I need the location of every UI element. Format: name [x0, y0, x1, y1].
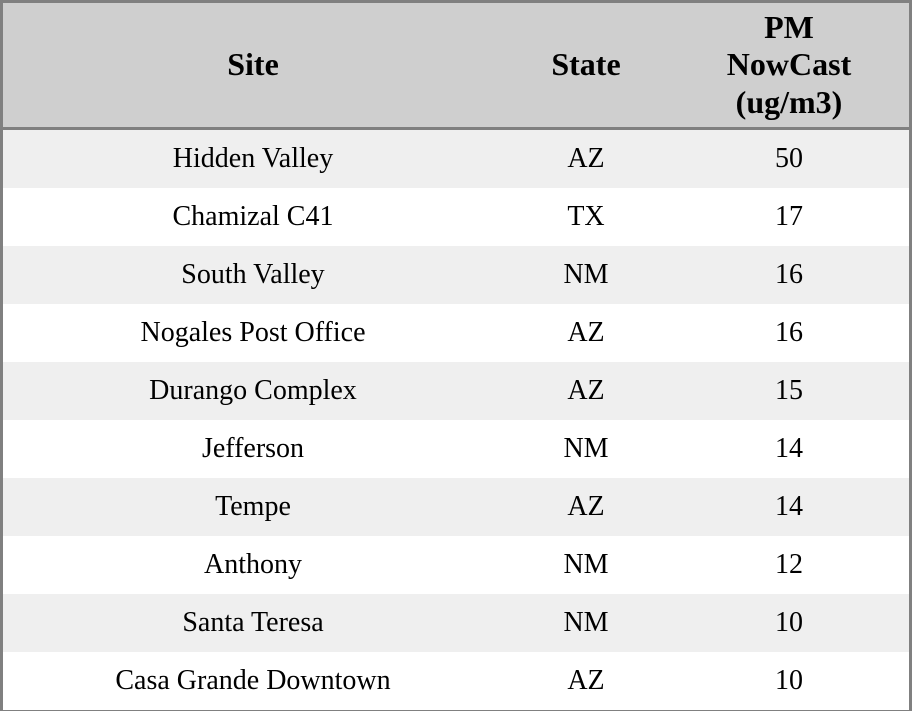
pm-nowcast-table: Site State PM NowCast (ug/m3) Hidden Val… [3, 3, 909, 710]
table-row: Chamizal C41 TX 17 [3, 188, 909, 246]
cell-site: Chamizal C41 [3, 188, 503, 246]
cell-pm-nowcast: 16 [669, 304, 909, 362]
column-header-pm-nowcast-line2: NowCast [726, 46, 852, 83]
column-header-pm-nowcast-line3: (ug/m3) [735, 83, 843, 120]
table-header-row: Site State PM NowCast (ug/m3) [3, 3, 909, 130]
table-row: Santa Teresa NM 10 [3, 594, 909, 652]
column-header-pm-nowcast-line1: PM [764, 8, 814, 45]
cell-state: AZ [503, 478, 669, 536]
cell-pm-nowcast: 17 [669, 188, 909, 246]
cell-pm-nowcast: 14 [669, 420, 909, 478]
cell-pm-nowcast: 16 [669, 246, 909, 304]
cell-pm-nowcast: 14 [669, 478, 909, 536]
cell-site: Casa Grande Downtown [3, 652, 503, 710]
cell-site: Santa Teresa [3, 594, 503, 652]
column-header-site-label: Site [227, 46, 279, 83]
cell-state: NM [503, 536, 669, 594]
cell-state: NM [503, 594, 669, 652]
column-header-pm-nowcast: PM NowCast (ug/m3) [669, 3, 909, 130]
cell-site: Tempe [3, 478, 503, 536]
table-row: Casa Grande Downtown AZ 10 [3, 652, 909, 710]
cell-pm-nowcast: 10 [669, 594, 909, 652]
table-row: Anthony NM 12 [3, 536, 909, 594]
table-row: Tempe AZ 14 [3, 478, 909, 536]
table-row: South Valley NM 16 [3, 246, 909, 304]
cell-site: South Valley [3, 246, 503, 304]
cell-state: AZ [503, 304, 669, 362]
cell-site: Jefferson [3, 420, 503, 478]
cell-state: AZ [503, 362, 669, 420]
cell-pm-nowcast: 12 [669, 536, 909, 594]
column-header-state: State [503, 3, 669, 130]
cell-state: NM [503, 246, 669, 304]
table-body: Hidden Valley AZ 50 Chamizal C41 TX 17 South V… [3, 128, 909, 710]
cell-pm-nowcast: 50 [669, 128, 909, 188]
table-header: Site State PM NowCast (ug/m3) [3, 3, 909, 130]
table-row: Hidden Valley AZ 50 [3, 128, 909, 188]
column-header-state-label: State [551, 46, 621, 83]
cell-state: NM [503, 420, 669, 478]
cell-pm-nowcast: 15 [669, 362, 909, 420]
cell-site: Nogales Post Office [3, 304, 503, 362]
cell-site: Anthony [3, 536, 503, 594]
column-header-site: Site [3, 3, 503, 130]
cell-state: TX [503, 188, 669, 246]
cell-site: Durango Complex [3, 362, 503, 420]
cell-state: AZ [503, 652, 669, 710]
table-row: Durango Complex AZ 15 [3, 362, 909, 420]
table-row: Nogales Post Office AZ 16 [3, 304, 909, 362]
cell-site: Hidden Valley [3, 128, 503, 188]
cell-pm-nowcast: 10 [669, 652, 909, 710]
cell-state: AZ [503, 128, 669, 188]
table-row: Jefferson NM 14 [3, 420, 909, 478]
